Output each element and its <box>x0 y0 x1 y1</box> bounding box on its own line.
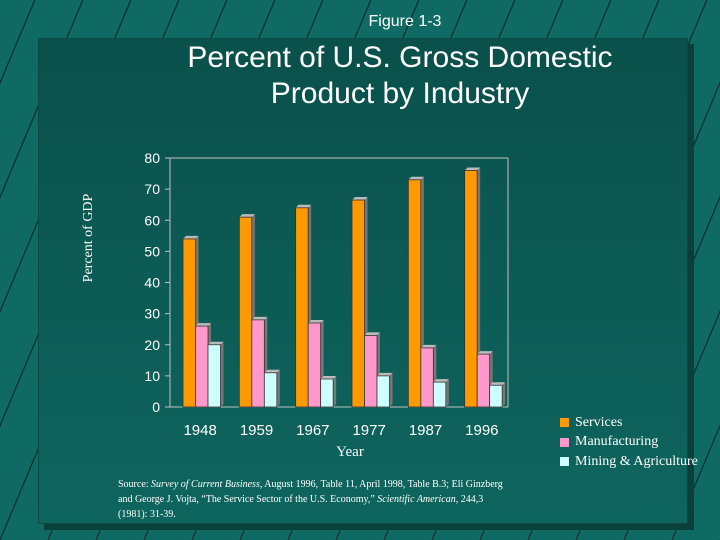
source-magazine: Scientific American, <box>377 494 459 505</box>
legend-swatch-services <box>560 418 569 428</box>
bar-mining-agriculture-1977 <box>376 375 390 408</box>
legend-item-services: Services <box>560 413 698 433</box>
bar-top-mining-agriculture <box>377 372 393 376</box>
source-journal: Survey of Current Business, <box>151 479 263 490</box>
x-tick-label: 1977 <box>352 422 385 439</box>
bar-side-services <box>477 167 481 407</box>
y-tick-label: 30 <box>144 306 160 322</box>
figure-label: Figure 1-3 <box>368 13 442 30</box>
bar-services-1948 <box>182 238 196 408</box>
bar-top-services <box>239 214 255 218</box>
y-tick-label: 40 <box>144 275 160 291</box>
bar-services-1987 <box>407 179 422 408</box>
bar-top-mining-agriculture <box>489 382 506 386</box>
x-tick-label: 1948 <box>183 422 216 439</box>
y-axis-label: Percent of GDP <box>81 193 96 283</box>
bar-mining-agriculture-1996 <box>489 384 503 408</box>
bar-manufacturing-1967 <box>307 322 322 408</box>
chart-legend: Services Manufacturing Mining & Agricult… <box>560 413 698 472</box>
bar-side-mining-agriculture <box>333 375 337 407</box>
bar-mining-agriculture-1948 <box>207 344 221 408</box>
x-tick-label: 1959 <box>240 422 273 439</box>
bar-top-services <box>464 167 481 171</box>
x-tick-label: 1967 <box>296 422 329 439</box>
bar-top-manufacturing <box>195 323 211 327</box>
legend-label-services: Services <box>575 414 623 430</box>
bar-top-services <box>408 176 424 180</box>
bar-side-mining-agriculture <box>276 369 280 407</box>
bar-manufacturing-1996 <box>476 353 491 408</box>
y-tick-label: 60 <box>144 212 160 228</box>
legend-item-manufacturing: Manufacturing <box>560 433 698 453</box>
x-axis-label: Year <box>336 444 364 460</box>
bar-services-1977 <box>351 199 365 408</box>
bar-top-mining-agriculture <box>264 369 280 373</box>
bar-manufacturing-1948 <box>195 325 209 408</box>
legend-label-mining-agriculture: Mining & Agriculture <box>575 453 698 469</box>
y-tick-label: 70 <box>144 181 160 197</box>
bar-mining-agriculture-1967 <box>320 378 334 408</box>
legend-label-manufacturing: Manufacturing <box>575 434 659 450</box>
chart-title: Percent of U.S. Gross Domestic Product b… <box>130 40 670 112</box>
bar-top-services <box>295 204 312 208</box>
bar-services-1959 <box>238 216 253 408</box>
bar-services-1996 <box>464 170 478 408</box>
y-tick-label: 0 <box>152 399 160 415</box>
chart-title-line-1: Percent of U.S. Gross Domestic <box>187 41 613 74</box>
bar-top-manufacturing <box>420 344 437 348</box>
bar-top-services <box>183 235 199 239</box>
source-prefix: Source: <box>118 479 152 490</box>
bar-top-mining-agriculture <box>208 341 224 345</box>
legend-swatch-manufacturing <box>560 437 569 447</box>
bar-mining-agriculture-1987 <box>432 381 447 408</box>
bar-side-mining-agriculture <box>445 379 449 407</box>
y-tick-label: 50 <box>144 243 160 259</box>
source-citation: Source: Survey of Current Business, Augu… <box>118 477 510 522</box>
bar-side-mining-agriculture <box>502 382 506 407</box>
bar-top-mining-agriculture <box>320 375 337 379</box>
bar-top-manufacturing <box>251 316 268 320</box>
bar-services-1967 <box>295 207 309 408</box>
bar-top-manufacturing <box>477 351 493 355</box>
bar-side-mining-agriculture <box>389 372 393 407</box>
legend-swatch-mining-agriculture <box>560 457 569 467</box>
bar-top-manufacturing <box>364 332 380 336</box>
y-tick-label: 20 <box>144 337 160 353</box>
bar-side-mining-agriculture <box>220 341 224 407</box>
bar-manufacturing-1987 <box>420 347 434 408</box>
x-tick-label: 1996 <box>465 422 498 439</box>
bar-top-services <box>352 197 368 201</box>
bar-manufacturing-1959 <box>251 319 265 408</box>
legend-item-mining-agriculture: Mining & Agriculture <box>560 452 698 472</box>
bar-mining-agriculture-1959 <box>263 372 278 408</box>
x-tick-label: 1987 <box>409 422 442 439</box>
bar-top-manufacturing <box>308 319 324 323</box>
bar-manufacturing-1977 <box>364 335 378 408</box>
source-text-1: August 1996, Table 11, April 1998, Table… <box>118 479 503 505</box>
source-text-2: 244,3 (1981): 31-39. <box>118 494 484 520</box>
chart-title-line-2: Product by Industry <box>270 77 530 110</box>
background-diagonal-line <box>671 424 720 540</box>
y-tick-label: 10 <box>144 368 160 384</box>
bar-top-mining-agriculture <box>433 379 449 383</box>
y-tick-label: 80 <box>144 150 160 166</box>
